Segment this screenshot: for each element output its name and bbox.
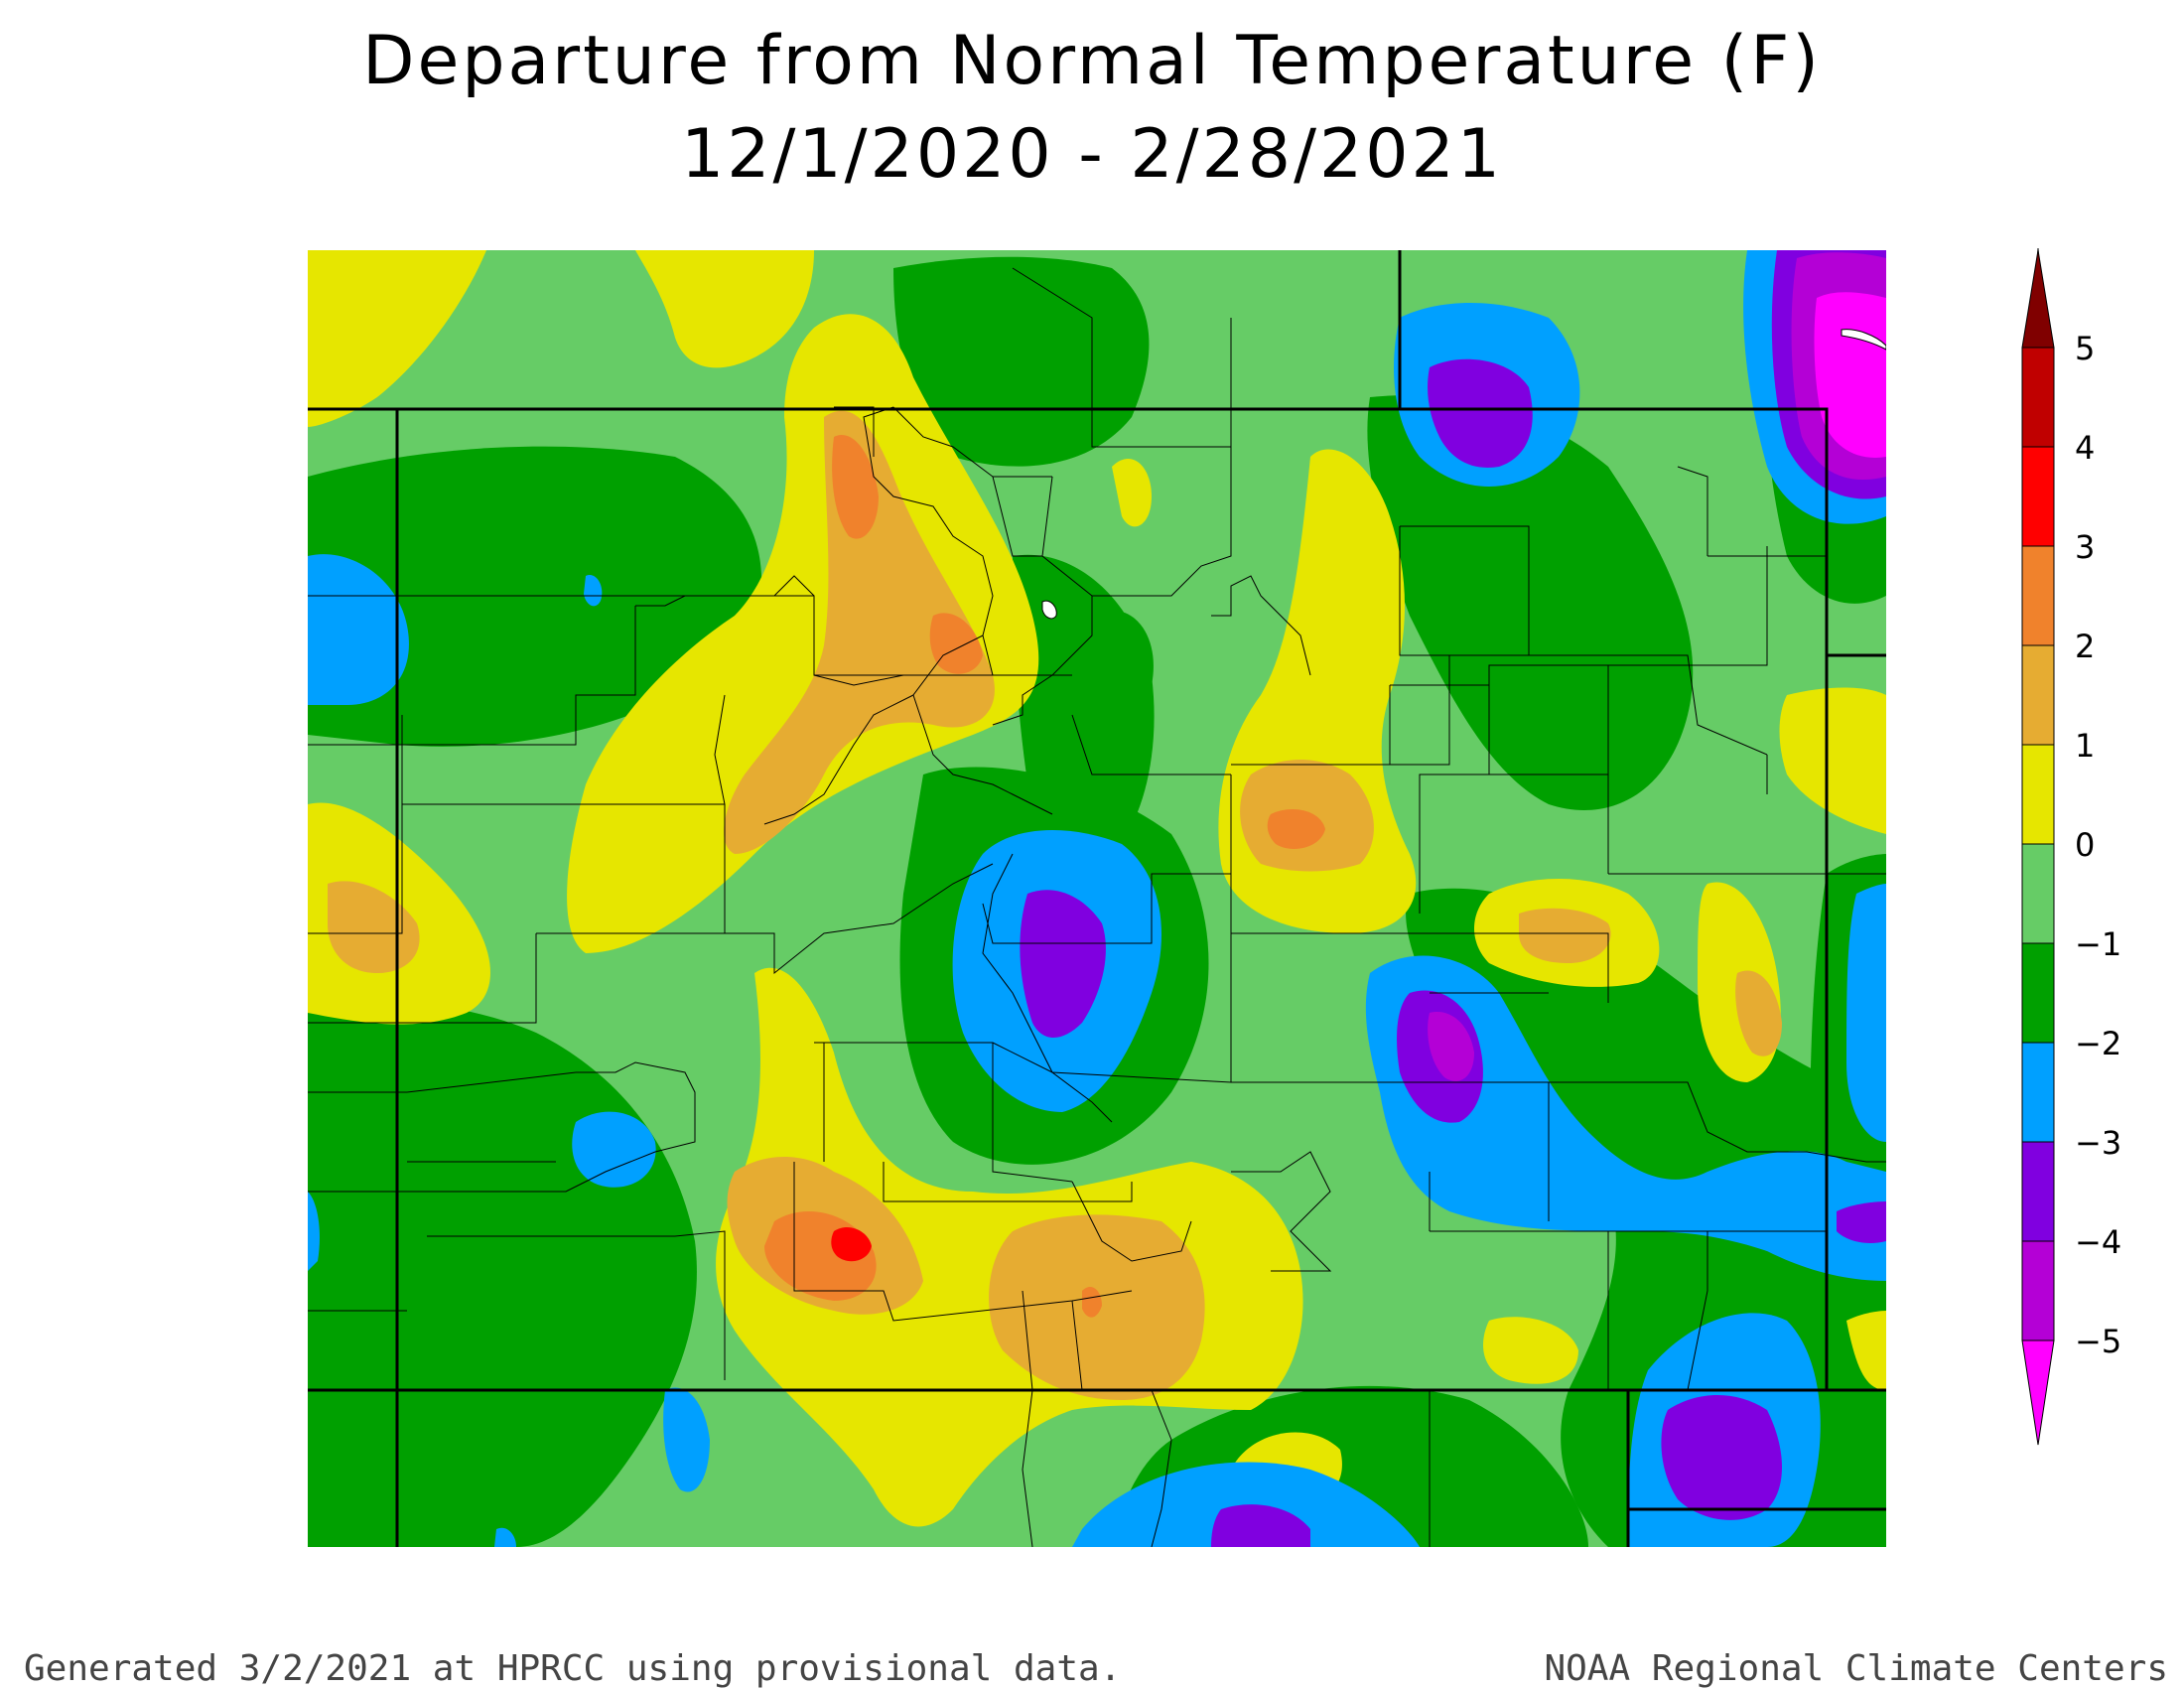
lake-shape <box>1041 600 1057 620</box>
legend-swatch-2-3 <box>2021 545 2055 646</box>
lake-shape <box>1841 329 1886 351</box>
legend-swatch-3-4 <box>2021 446 2055 547</box>
legend-label: −5 <box>2075 1323 2122 1360</box>
legend-swatch-minus5-minus4 <box>2021 1240 2055 1341</box>
state-boundaries <box>308 250 1886 1547</box>
legend-label: 1 <box>2075 727 2096 765</box>
legend-swatch-minus1-0 <box>2021 843 2055 944</box>
legend-label: 5 <box>2075 330 2096 367</box>
source-credit: NOAA Regional Climate Centers <box>1544 1648 2168 1689</box>
county-boundaries <box>308 267 1886 1547</box>
legend-label: 4 <box>2075 429 2096 467</box>
legend-label: 0 <box>2075 826 2096 864</box>
legend-label: 3 <box>2075 528 2096 566</box>
map-subtitle: 12/1/2020 - 2/28/2021 <box>680 115 1504 194</box>
legend-label: −2 <box>2075 1025 2122 1062</box>
generated-note: Generated 3/2/2021 at HPRCC using provis… <box>24 1648 1122 1689</box>
contour-field <box>308 250 1886 1547</box>
legend-arrow-bottom <box>2021 1339 2055 1446</box>
legend-swatch-1-2 <box>2021 644 2055 746</box>
legend-swatch-minus2-minus1 <box>2021 942 2055 1044</box>
legend-colorbar <box>2021 247 2055 1446</box>
legend-swatch-minus4-minus3 <box>2021 1141 2055 1242</box>
legend-label: −4 <box>2075 1223 2122 1261</box>
legend-swatch-4-5 <box>2021 347 2055 448</box>
legend-label: −1 <box>2075 925 2122 963</box>
contour-band-3-4 <box>831 1226 872 1262</box>
legend-label: 2 <box>2075 628 2096 665</box>
legend-arrow-top-fill <box>2021 249 2055 349</box>
legend-swatch-0-1 <box>2021 744 2055 845</box>
legend-label: −3 <box>2075 1124 2122 1162</box>
map-title: Departure from Normal Temperature (F) <box>362 22 1822 100</box>
contour-band-below-minus5 <box>1814 292 1886 458</box>
legend-swatch-minus3-minus2 <box>2021 1042 2055 1143</box>
